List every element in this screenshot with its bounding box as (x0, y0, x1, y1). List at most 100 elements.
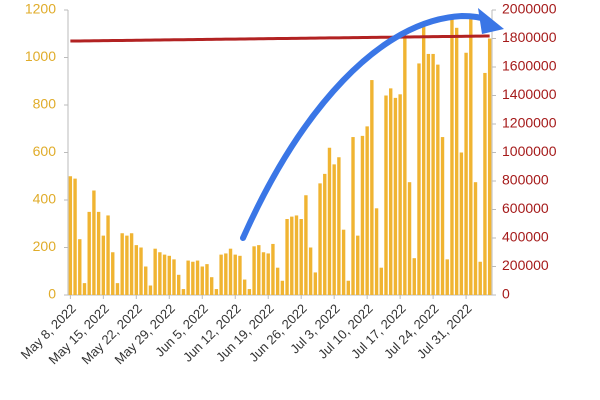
bar (323, 173, 327, 295)
bar (214, 289, 219, 295)
y2-tick-label: 1800000 (502, 29, 557, 45)
bar (473, 182, 478, 295)
bar (445, 259, 449, 295)
bar (356, 235, 360, 295)
bar (464, 52, 468, 295)
bar (96, 211, 101, 295)
bar (379, 267, 383, 295)
bar (92, 190, 96, 295)
bar (426, 53, 431, 295)
bar (172, 259, 176, 295)
bar (389, 88, 393, 295)
bar (129, 233, 134, 295)
bar (101, 235, 106, 295)
bar (153, 248, 157, 295)
bar (393, 97, 398, 295)
bar (469, 15, 473, 295)
bar (78, 239, 82, 295)
bar (304, 195, 308, 295)
bar (318, 183, 322, 295)
bar (177, 274, 181, 295)
bar (327, 147, 332, 295)
y2-tick-label: 1200000 (502, 115, 557, 131)
bar (209, 277, 214, 295)
bar (233, 254, 237, 295)
bar (134, 245, 139, 295)
bar (280, 280, 285, 295)
bar (417, 63, 421, 295)
bar (285, 219, 289, 295)
bar (87, 211, 91, 295)
y-tick-label: 400 (33, 191, 57, 207)
bar (68, 176, 73, 295)
bar (228, 248, 233, 295)
bar (148, 285, 153, 295)
bar (205, 264, 209, 295)
bar (252, 246, 256, 295)
y2-tick-label: 600000 (502, 200, 549, 216)
y-tick-label: 600 (33, 143, 57, 159)
bar (341, 229, 346, 295)
bar (440, 137, 445, 295)
bar (421, 24, 426, 295)
bar (139, 247, 143, 295)
bar (294, 215, 299, 295)
bar (346, 280, 351, 295)
y2-tick-label: 1000000 (502, 143, 557, 159)
bar (186, 260, 190, 295)
bar (106, 215, 110, 295)
bar (459, 152, 464, 295)
y2-tick-label: 2000000 (502, 1, 557, 17)
bar (454, 27, 459, 295)
y-tick-label: 0 (48, 286, 56, 302)
bar (403, 37, 407, 295)
y2-tick-label: 400000 (502, 229, 549, 245)
bar (115, 283, 120, 295)
bar (224, 253, 228, 295)
bar (82, 283, 87, 295)
line (70, 34, 490, 43)
bar (308, 247, 313, 295)
bar (200, 266, 204, 295)
bar (478, 261, 482, 295)
bar (162, 254, 167, 295)
bar (266, 253, 270, 295)
y-tick-label: 800 (33, 96, 57, 112)
bar (360, 135, 365, 295)
y2-tick-label: 0 (502, 286, 510, 302)
arrow-head (478, 8, 504, 34)
bar (365, 126, 369, 295)
bar (181, 289, 186, 295)
y2-tick-label: 200000 (502, 257, 549, 273)
bar (384, 95, 388, 295)
bar (299, 219, 303, 295)
trend-arrow (240, 12, 491, 241)
y-tick-label: 1200 (25, 1, 56, 17)
bar (407, 182, 412, 295)
y-tick-label: 200 (33, 238, 57, 254)
bar (195, 260, 200, 295)
plot-area: 0 200 400 600 800 1000 1200 0 200000 400000 600000… (18, 1, 557, 368)
bar (144, 266, 148, 295)
bar (120, 233, 124, 295)
bar (370, 80, 374, 295)
bar (261, 252, 266, 295)
y2-tick-label: 1600000 (502, 58, 557, 74)
bar (398, 94, 402, 295)
bar (431, 53, 435, 295)
bar (257, 245, 261, 295)
bar (111, 252, 115, 295)
bar (191, 261, 195, 295)
bar (374, 208, 379, 295)
bar (247, 289, 252, 295)
bar (158, 252, 162, 295)
bar (483, 72, 487, 295)
bar (450, 15, 454, 295)
bar (125, 235, 129, 295)
bar (167, 255, 171, 295)
bar (238, 255, 242, 295)
bar (332, 164, 336, 295)
y2-tick-label: 1400000 (502, 86, 557, 102)
